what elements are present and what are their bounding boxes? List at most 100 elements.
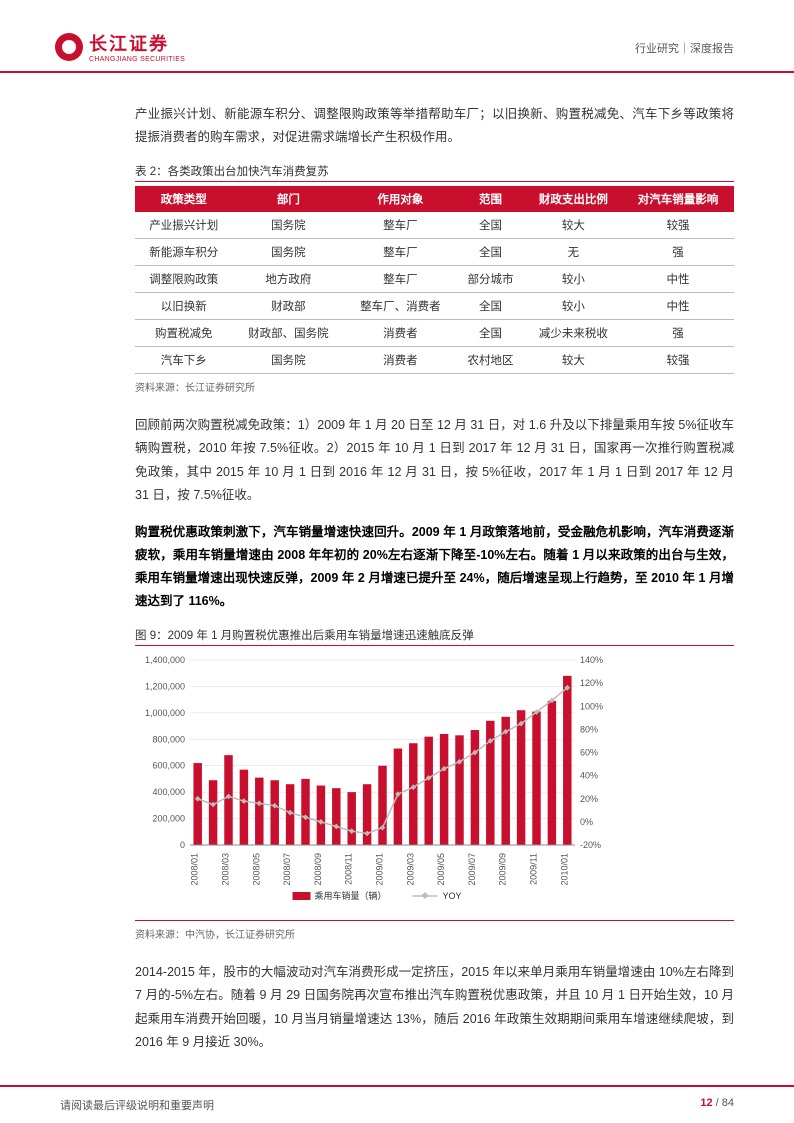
svg-text:200,000: 200,000	[152, 814, 185, 824]
page-footer: 请阅读最后评级说明和重要声明 12 / 84	[0, 1085, 794, 1123]
table-cell: 全国	[456, 239, 524, 266]
chart-svg: 0 200,000 400,000 600,000 800,000 1,000,000 1,…	[135, 650, 615, 910]
table-cell: 中性	[622, 293, 734, 320]
table-cell: 整车厂	[344, 212, 456, 239]
intro-paragraph: 产业振兴计划、新能源车积分、调整限购政策等举措帮助车厂；以旧换新、购置税减免、汽…	[135, 103, 734, 149]
table-cell: 无	[525, 239, 622, 266]
header-category: 行业研究｜深度报告	[635, 30, 734, 56]
chart-title: 图 9：2009 年 1 月购置税优惠推出后乘用车销量增速迅速触底反弹	[135, 627, 734, 646]
svg-text:1,200,000: 1,200,000	[145, 682, 185, 692]
svg-text:20%: 20%	[580, 794, 598, 804]
paragraph-2: 回顾前两次购置税减免政策：1）2009 年 1 月 20 日至 12 月 31 …	[135, 414, 734, 507]
table-cell: 消费者	[344, 347, 456, 374]
table-cell: 调整限购政策	[135, 266, 232, 293]
svg-text:2009/09: 2009/09	[498, 853, 508, 886]
table-cell: 财政部	[232, 293, 344, 320]
table-cell: 较强	[622, 347, 734, 374]
svg-text:0: 0	[180, 840, 185, 850]
svg-text:140%: 140%	[580, 655, 603, 665]
svg-text:2009/05: 2009/05	[436, 853, 446, 886]
table-cell: 国务院	[232, 212, 344, 239]
table-cell: 农村地区	[456, 347, 524, 374]
table-cell: 强	[622, 239, 734, 266]
page-header: 长江证券 CHANGJIANG SECURITIES 行业研究｜深度报告	[0, 0, 794, 73]
table-cell: 全国	[456, 320, 524, 347]
table-cell: 较大	[525, 347, 622, 374]
table-header-cell: 范围	[456, 186, 524, 212]
table-row: 以旧换新财政部整车厂、消费者全国较小中性	[135, 293, 734, 320]
content-area: 产业振兴计划、新能源车积分、调整限购政策等举措帮助车厂；以旧换新、购置税减免、汽…	[0, 73, 794, 1054]
svg-text:2008/03: 2008/03	[221, 853, 231, 886]
table-header-cell: 部门	[232, 186, 344, 212]
page-sep: /	[713, 1097, 722, 1109]
svg-text:2009/01: 2009/01	[375, 853, 385, 886]
logo: 长江证券 CHANGJIANG SECURITIES	[55, 30, 185, 63]
table-cell: 国务院	[232, 239, 344, 266]
table-cell: 较大	[525, 212, 622, 239]
logo-cn: 长江证券	[89, 30, 185, 56]
table-cell: 消费者	[344, 320, 456, 347]
table-cell: 较小	[525, 266, 622, 293]
svg-text:800,000: 800,000	[152, 735, 185, 745]
chart-container: 0 200,000 400,000 600,000 800,000 1,000,000 1,…	[135, 650, 734, 921]
table-cell: 整车厂	[344, 239, 456, 266]
svg-text:1,400,000: 1,400,000	[145, 655, 185, 665]
svg-text:600,000: 600,000	[152, 761, 185, 771]
table-cell: 全国	[456, 212, 524, 239]
svg-text:2009/07: 2009/07	[467, 853, 477, 886]
table-row: 产业振兴计划国务院整车厂全国较大较强	[135, 212, 734, 239]
table-cell: 整车厂、消费者	[344, 293, 456, 320]
svg-text:400,000: 400,000	[152, 787, 185, 797]
table-header-cell: 作用对象	[344, 186, 456, 212]
page-current: 12	[700, 1097, 712, 1109]
policy-table: 政策类型部门作用对象范围财政支出比例对汽车销量影响 产业振兴计划国务院整车厂全国…	[135, 186, 734, 374]
table-row: 汽车下乡国务院消费者农村地区较大较强	[135, 347, 734, 374]
table-cell: 国务院	[232, 347, 344, 374]
svg-text:2008/01: 2008/01	[190, 853, 200, 886]
svg-text:2009/11: 2009/11	[529, 853, 539, 885]
page-total: 84	[722, 1097, 734, 1109]
svg-text:2008/11: 2008/11	[344, 853, 354, 885]
svg-text:80%: 80%	[580, 725, 598, 735]
table-row: 调整限购政策地方政府整车厂部分城市较小中性	[135, 266, 734, 293]
svg-text:-20%: -20%	[580, 840, 601, 850]
footer-disclaimer: 请阅读最后评级说明和重要声明	[60, 1097, 214, 1113]
svg-text:100%: 100%	[580, 702, 603, 712]
svg-text:60%: 60%	[580, 748, 598, 758]
table-header-cell: 对汽车销量影响	[622, 186, 734, 212]
svg-text:120%: 120%	[580, 678, 603, 688]
page-number: 12 / 84	[700, 1097, 734, 1113]
table-cell: 以旧换新	[135, 293, 232, 320]
logo-en: CHANGJIANG SECURITIES	[89, 56, 185, 63]
table-cell: 较小	[525, 293, 622, 320]
paragraph-4: 2014-2015 年，股市的大幅波动对汽车消费形成一定挤压，2015 年以来单…	[135, 961, 734, 1054]
table-row: 新能源车积分国务院整车厂全国无强	[135, 239, 734, 266]
svg-text:40%: 40%	[580, 771, 598, 781]
svg-text:2009/03: 2009/03	[405, 853, 415, 886]
table-cell: 整车厂	[344, 266, 456, 293]
table-cell: 全国	[456, 293, 524, 320]
logo-text: 长江证券 CHANGJIANG SECURITIES	[89, 30, 185, 63]
table-source: 资料来源：长江证券研究所	[135, 379, 734, 394]
svg-text:0%: 0%	[580, 817, 593, 827]
paragraph-3-bold: 购置税优惠政策刺激下，汽车销量增速快速回升。2009 年 1 月政策落地前，受金…	[135, 521, 734, 614]
table-cell: 强	[622, 320, 734, 347]
table-cell: 财政部、国务院	[232, 320, 344, 347]
svg-text:2008/09: 2008/09	[313, 853, 323, 886]
logo-icon	[55, 33, 83, 61]
table-cell: 产业振兴计划	[135, 212, 232, 239]
table-header-cell: 财政支出比例	[525, 186, 622, 212]
svg-text:2008/07: 2008/07	[282, 853, 292, 886]
svg-text:2008/05: 2008/05	[251, 853, 261, 886]
table-cell: 汽车下乡	[135, 347, 232, 374]
chart-source: 资料来源：中汽协，长江证券研究所	[135, 926, 734, 941]
table-cell: 中性	[622, 266, 734, 293]
svg-text:2010/01: 2010/01	[559, 853, 569, 886]
table-cell: 新能源车积分	[135, 239, 232, 266]
table-cell: 较强	[622, 212, 734, 239]
table-row: 购置税减免财政部、国务院消费者全国减少未来税收强	[135, 320, 734, 347]
svg-text:YOY: YOY	[443, 891, 462, 901]
svg-text:1,000,000: 1,000,000	[145, 708, 185, 718]
table-cell: 地方政府	[232, 266, 344, 293]
table-title: 表 2：各类政策出台加快汽车消费复苏	[135, 163, 734, 182]
